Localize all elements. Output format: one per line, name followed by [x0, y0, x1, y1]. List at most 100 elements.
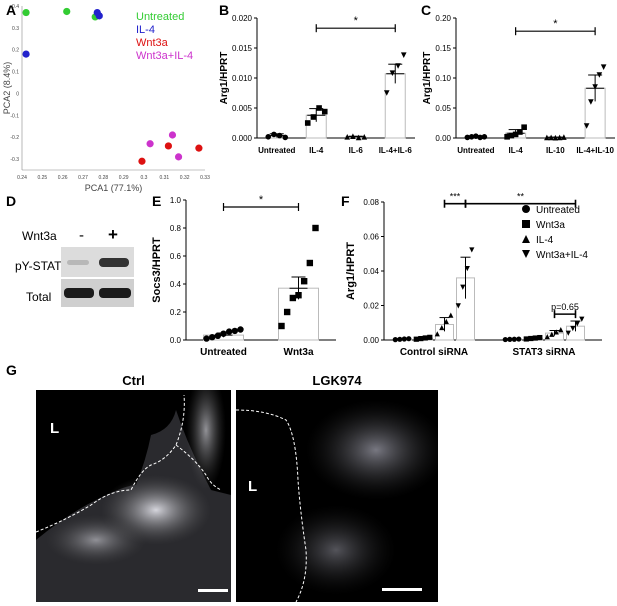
c-data-point — [517, 129, 523, 135]
f-legend-entry: Wnt3a — [536, 220, 565, 231]
e-data-point — [231, 327, 239, 335]
blot-plus-label: + — [108, 225, 118, 244]
f-data-point — [455, 303, 461, 309]
lumen-label-lgk974: L — [248, 478, 258, 495]
f-data-point — [549, 331, 555, 337]
b-data-point — [276, 132, 283, 139]
lumen-label-ctrl: L — [50, 420, 60, 437]
a-x-tick-label: 0.24 — [17, 175, 27, 181]
b-data-point — [310, 114, 317, 120]
a-x-tick-label: 0.28 — [98, 175, 108, 181]
f-legend-marker — [522, 205, 530, 213]
b-y-tick-label: 0.020 — [232, 14, 253, 23]
b-data-point — [355, 134, 362, 141]
arg1-il10-bar-chart: 0.00 0.05 0.10 0.15 0.20 Arg1/HPRT Untreated IL… — [420, 0, 617, 170]
a-legend-entry: IL-4 — [136, 24, 155, 36]
f-data-point — [544, 333, 550, 340]
c-x-category-label: IL-10 — [546, 146, 565, 155]
e-y-tick-label: 0.4 — [170, 280, 182, 289]
a-x-tick-label: 0.3 — [141, 175, 148, 181]
f-data-point — [392, 337, 398, 343]
c-y-tick-label: 0.15 — [435, 44, 451, 53]
blot-treatment-label: Wnt3a — [22, 229, 57, 243]
a-y-tick-label: -0.3 — [10, 157, 19, 163]
f-data-point — [422, 335, 428, 341]
a-x-tick-label: 0.31 — [159, 175, 169, 181]
a-point-wnt3a-il-4 — [146, 140, 154, 148]
b-data-point — [350, 133, 356, 139]
e-data-point — [295, 292, 302, 299]
b-data-point — [400, 52, 407, 58]
f-data-point — [558, 327, 564, 333]
e-data-point — [214, 332, 222, 339]
a-y-tick-label: 0.3 — [12, 26, 19, 32]
e-data-point — [289, 294, 297, 302]
b-data-point — [344, 134, 351, 140]
f-data-point — [434, 331, 440, 337]
f-data-point — [523, 336, 529, 342]
micrograph-ctrl-image — [36, 390, 231, 602]
b-data-point — [361, 134, 368, 140]
f-data-point — [528, 335, 534, 342]
e-data-point — [300, 278, 308, 285]
a-y-tick-label: -0.2 — [10, 135, 19, 141]
e-data-point — [237, 326, 244, 333]
b-x-category-label: IL-6 — [349, 146, 364, 155]
arg1-sirna-bar-chart: 0.00 0.02 0.04 0.06 0.08 Arg1/HPRT Control siR… — [340, 190, 617, 360]
a-y-tick-label: 0.1 — [12, 70, 19, 76]
f-legend-marker — [522, 235, 530, 243]
a-y-tick-label: 0 — [16, 91, 19, 97]
c-y-tick-label: 0.05 — [435, 104, 451, 113]
c-data-point — [583, 123, 590, 129]
e-data-point — [208, 334, 216, 341]
b-y-tick-label: 0.000 — [232, 134, 253, 143]
f-legend-entry: IL-4 — [536, 235, 554, 246]
c-data-point — [556, 134, 563, 141]
e-y-tick-label: 0.0 — [170, 336, 182, 345]
pca-scatter-chart: 0.24 0.25 0.26 0.27 0.28 0.29 0.3 0.31 0.32 0.33 0… — [0, 0, 215, 195]
b-sig-label: * — [354, 15, 359, 27]
e-y-tick-label: 0.2 — [170, 308, 182, 317]
f-data-point — [413, 336, 419, 342]
b-data-point — [395, 63, 401, 69]
a-point-untreated — [22, 8, 30, 17]
blot-pystat3-band-image — [61, 247, 134, 277]
f-data-point — [464, 265, 470, 272]
e-x-category-label: Untreated — [200, 347, 247, 358]
a-x-tick-label: 0.26 — [58, 175, 68, 181]
b-data-point — [282, 134, 289, 141]
e-y-axis-label: Socs3/HPRT — [151, 237, 163, 303]
f-data-point — [502, 336, 508, 343]
c-data-point — [548, 134, 554, 141]
c-data-point — [477, 134, 483, 141]
e-y-tick-label: 0.8 — [170, 224, 182, 233]
c-data-point — [512, 131, 519, 138]
arg1-il10-bar-svg: 0.00 0.05 0.10 0.15 0.20 Arg1/HPRT Untreated IL… — [422, 14, 615, 155]
western-blot-panel: Wnt3a - + pY-STAT3 Total — [0, 190, 150, 310]
blot-minus-label: - — [79, 227, 84, 244]
a-y-tick-label: 0.4 — [12, 4, 19, 10]
b-y-axis-label: Arg1/HPRT — [219, 52, 230, 105]
panel-label-f: F — [341, 193, 350, 209]
b-y-tick-label: 0.015 — [232, 44, 253, 53]
e-y-tick-label: 0.6 — [170, 252, 182, 261]
f-legend-marker — [522, 220, 530, 228]
f-data-point — [469, 247, 475, 253]
f-data-point — [537, 334, 543, 341]
b-y-tick-label: 0.010 — [232, 74, 253, 83]
e-data-point — [203, 335, 210, 342]
c-data-point — [544, 134, 550, 141]
c-data-point — [481, 134, 488, 140]
a-y-tick-label: 0.2 — [12, 48, 19, 54]
c-data-point — [508, 132, 515, 139]
panel-label-e: E — [152, 193, 162, 209]
f-data-point — [565, 330, 571, 336]
c-data-point — [521, 124, 527, 130]
e-data-point — [278, 322, 285, 330]
f-data-point — [401, 336, 407, 342]
c-data-point — [468, 134, 475, 140]
f-legend-entry: Wnt3a+IL-4 — [536, 250, 588, 261]
a-point-wnt3a — [138, 157, 146, 165]
e-data-point — [306, 259, 314, 267]
arg1-il6-bar-svg: 0.000 0.005 0.010 0.015 0.020 Arg1/HPRT Untrea… — [219, 14, 415, 155]
